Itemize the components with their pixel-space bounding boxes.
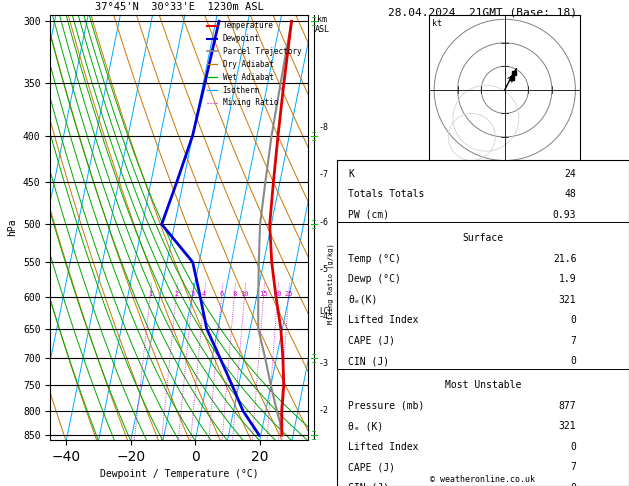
Text: 0: 0 xyxy=(571,483,576,486)
Text: 0.93: 0.93 xyxy=(553,209,576,220)
Text: Totals Totals: Totals Totals xyxy=(348,189,425,199)
Text: Dewp (°C): Dewp (°C) xyxy=(348,274,401,284)
Text: -6: -6 xyxy=(318,218,328,226)
Text: -3: -3 xyxy=(318,359,328,368)
Text: 4: 4 xyxy=(202,291,206,297)
Text: 48: 48 xyxy=(565,189,576,199)
Text: 6: 6 xyxy=(220,291,224,297)
Text: 25: 25 xyxy=(284,291,292,297)
Text: θₑ(K): θₑ(K) xyxy=(348,295,377,305)
Text: km
ASL: km ASL xyxy=(315,15,330,34)
Text: LCL: LCL xyxy=(319,307,333,316)
Text: 3: 3 xyxy=(190,291,194,297)
X-axis label: Dewpoint / Temperature (°C): Dewpoint / Temperature (°C) xyxy=(100,469,259,479)
Text: 7: 7 xyxy=(571,336,576,346)
Text: -2: -2 xyxy=(318,406,328,415)
Text: 0: 0 xyxy=(571,442,576,451)
Text: 1: 1 xyxy=(148,291,152,297)
Y-axis label: hPa: hPa xyxy=(8,218,18,236)
Text: 21.6: 21.6 xyxy=(553,254,576,264)
Text: kt: kt xyxy=(433,19,442,28)
Text: Mixing Ratio (g/kg): Mixing Ratio (g/kg) xyxy=(328,243,334,324)
Text: K: K xyxy=(348,169,354,178)
Text: 321: 321 xyxy=(559,295,576,305)
Text: -7: -7 xyxy=(318,171,328,179)
Text: -4: -4 xyxy=(318,312,328,321)
Text: -5: -5 xyxy=(318,265,328,274)
Text: 0: 0 xyxy=(571,356,576,366)
Text: 20: 20 xyxy=(273,291,282,297)
Text: CIN (J): CIN (J) xyxy=(348,483,389,486)
Text: 28.04.2024  21GMT (Base: 18): 28.04.2024 21GMT (Base: 18) xyxy=(388,7,577,17)
Legend: Temperature, Dewpoint, Parcel Trajectory, Dry Adiabat, Wet Adiabat, Isotherm, Mi: Temperature, Dewpoint, Parcel Trajectory… xyxy=(204,18,304,110)
Text: Lifted Index: Lifted Index xyxy=(348,442,419,451)
Text: CIN (J): CIN (J) xyxy=(348,356,389,366)
Text: θₑ (K): θₑ (K) xyxy=(348,421,384,431)
Title: 37°45'N  30°33'E  1230m ASL: 37°45'N 30°33'E 1230m ASL xyxy=(95,2,264,13)
Text: Pressure (mb): Pressure (mb) xyxy=(348,400,425,411)
Text: PW (cm): PW (cm) xyxy=(348,209,389,220)
Text: Temp (°C): Temp (°C) xyxy=(348,254,401,264)
Text: -8: -8 xyxy=(318,123,328,132)
Text: CAPE (J): CAPE (J) xyxy=(348,462,395,472)
Text: 8: 8 xyxy=(232,291,237,297)
Text: 24: 24 xyxy=(565,169,576,178)
Text: 0: 0 xyxy=(571,315,576,325)
Text: 2: 2 xyxy=(174,291,178,297)
Text: 877: 877 xyxy=(559,400,576,411)
Text: 15: 15 xyxy=(259,291,268,297)
Text: 1.9: 1.9 xyxy=(559,274,576,284)
Text: 321: 321 xyxy=(559,421,576,431)
Text: CAPE (J): CAPE (J) xyxy=(348,336,395,346)
Text: 10: 10 xyxy=(240,291,248,297)
Text: 7: 7 xyxy=(571,462,576,472)
Text: Most Unstable: Most Unstable xyxy=(445,380,521,390)
Text: Surface: Surface xyxy=(462,233,503,243)
Text: © weatheronline.co.uk: © weatheronline.co.uk xyxy=(430,474,535,484)
Text: Lifted Index: Lifted Index xyxy=(348,315,419,325)
